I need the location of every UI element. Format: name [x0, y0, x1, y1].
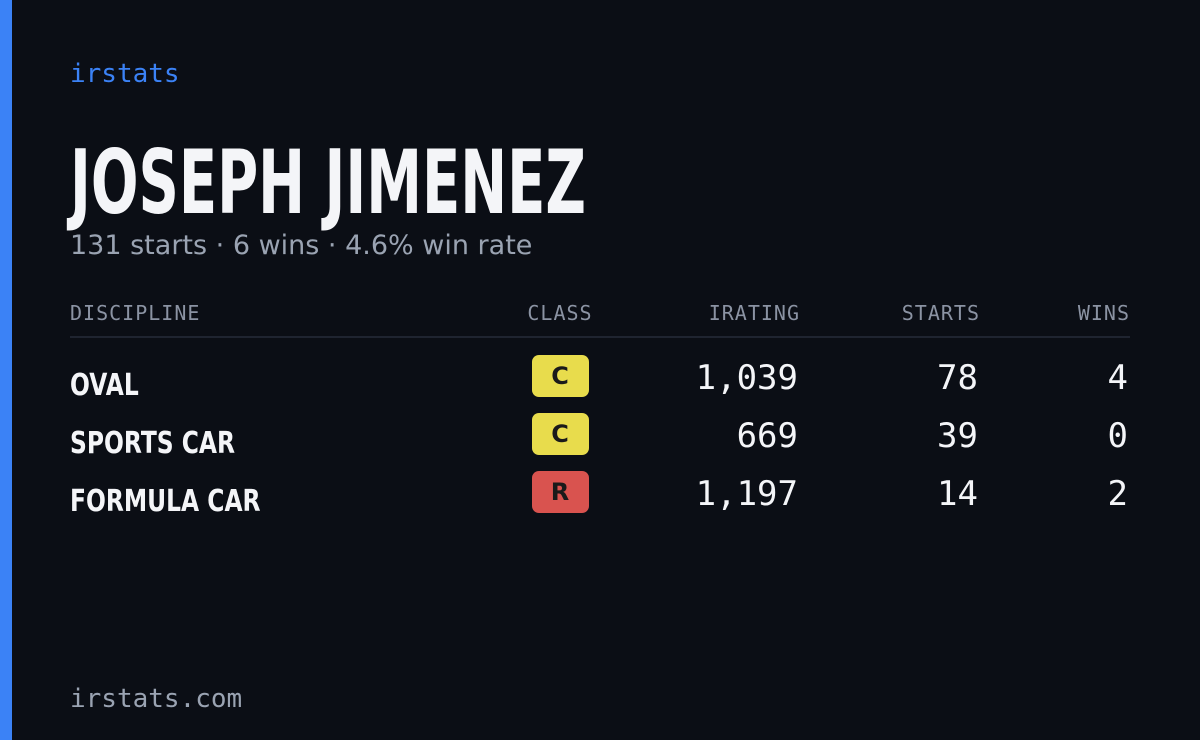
class-letter: C	[551, 420, 569, 448]
brand: irstats	[70, 59, 180, 89]
irating: 1,197	[696, 474, 798, 514]
irating: 669	[737, 416, 798, 456]
class-badge	[532, 413, 589, 455]
class-letter: R	[551, 478, 569, 506]
column-header: DISCIPLINE	[70, 301, 200, 325]
column-header: CLASS	[527, 301, 592, 325]
class-badge	[532, 471, 589, 513]
starts: 78	[937, 358, 978, 398]
class-badge	[532, 355, 589, 397]
wins: 4	[1108, 358, 1128, 398]
wins: 2	[1108, 474, 1128, 514]
player-name: JOSEPH JIMENEZ	[67, 131, 586, 234]
subtitle: 131 starts · 6 wins · 4.6% win rate	[70, 230, 532, 261]
discipline: OVAL	[70, 368, 139, 403]
class-letter: C	[551, 362, 569, 390]
footer-site: irstats.com	[70, 684, 242, 714]
starts: 39	[937, 416, 978, 456]
column-header: STARTS	[902, 301, 980, 325]
irating: 1,039	[696, 358, 798, 398]
discipline: SPORTS CAR	[70, 426, 235, 461]
accent-bar	[0, 0, 12, 740]
column-header: WINS	[1078, 301, 1130, 325]
discipline: FORMULA CAR	[70, 484, 261, 519]
starts: 14	[937, 474, 978, 514]
column-header: IRATING	[709, 301, 800, 325]
wins: 0	[1108, 416, 1128, 456]
